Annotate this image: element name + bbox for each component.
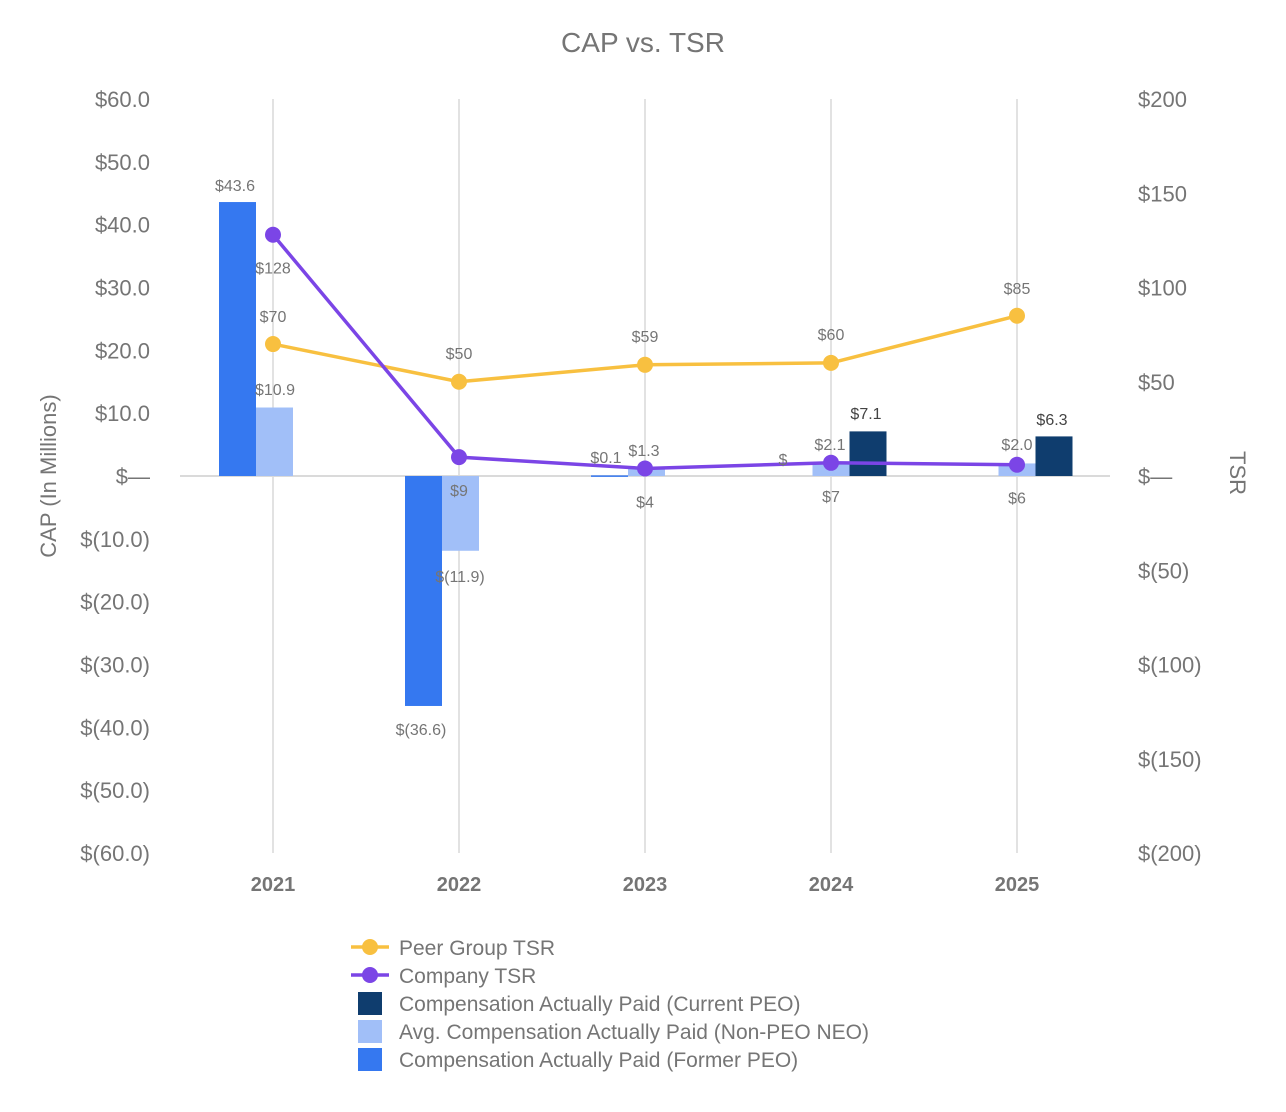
y-tick-label: $(50.0) bbox=[80, 778, 150, 803]
legend-item-4: Compensation Actually Paid (Former PEO) bbox=[358, 1048, 798, 1072]
peer-group-tsr-point-2022 bbox=[451, 373, 467, 390]
bar-label-former-2021: $43.6 bbox=[215, 178, 255, 195]
peer-group-tsr-point-2021 bbox=[265, 336, 281, 353]
peer-group-tsr-label-2023: $59 bbox=[632, 329, 659, 346]
x-tick-label-2025: 2025 bbox=[995, 874, 1040, 896]
bar-label-former-2024: $ bbox=[779, 452, 788, 469]
legend-label: Avg. Compensation Actually Paid (Non-PEO… bbox=[399, 1021, 869, 1044]
line-layer bbox=[265, 226, 1025, 477]
legend-label: Company TSR bbox=[399, 965, 536, 988]
y-tick-label: $40.0 bbox=[95, 213, 150, 238]
peer-group-tsr-label-2022: $50 bbox=[446, 346, 473, 363]
y-tick-label: $(10.0) bbox=[80, 527, 150, 552]
bar-non-peo-neo-2022 bbox=[442, 476, 479, 551]
x-tick-label-2022: 2022 bbox=[437, 874, 482, 896]
peer-group-tsr-label-2025: $85 bbox=[1004, 281, 1031, 298]
y-tick-label: $60.0 bbox=[95, 87, 150, 112]
company-tsr-label-2025: $6 bbox=[1008, 491, 1026, 508]
legend-swatch-box bbox=[358, 1048, 382, 1071]
peer-group-tsr-label-2024: $60 bbox=[818, 327, 845, 344]
bar-non-peo-neo-2021 bbox=[256, 407, 293, 476]
bar-current-peo-2025 bbox=[1035, 436, 1073, 476]
bar-former-peo-2021 bbox=[219, 202, 256, 476]
peer-group-tsr-point-2023 bbox=[637, 356, 653, 373]
legend-label: Compensation Actually Paid (Current PEO) bbox=[399, 993, 801, 1016]
bar-former-peo-2023 bbox=[591, 475, 628, 477]
bar-label-nonpeo-2022: $(11.9) bbox=[435, 569, 485, 586]
company-tsr-point-2021 bbox=[265, 226, 281, 243]
y-tick-label: $10.0 bbox=[95, 401, 150, 426]
bar-label-nonpeo-2023: $1.3 bbox=[628, 443, 659, 460]
bar-label-former-2023: $0.1 bbox=[590, 450, 621, 467]
bar-layer bbox=[219, 202, 1073, 706]
y2-tick-label: $(50) bbox=[1138, 558, 1189, 583]
y2-tick-label: $— bbox=[1138, 464, 1172, 489]
bar-label-current-2024: $7.1 bbox=[850, 406, 881, 423]
bar-label-nonpeo-2025: $2.0 bbox=[1001, 437, 1032, 454]
bar-current-peo-2024 bbox=[849, 431, 887, 476]
company-tsr-point-2025 bbox=[1009, 456, 1025, 473]
legend-label: Compensation Actually Paid (Former PEO) bbox=[399, 1049, 798, 1072]
legend-item-0: Peer Group TSR bbox=[351, 937, 555, 960]
y2-tick-label: $100 bbox=[1138, 276, 1187, 301]
company-tsr-point-2022 bbox=[451, 449, 467, 466]
y2-tick-label: $200 bbox=[1138, 87, 1187, 112]
y2-axis-title: TSR bbox=[1225, 451, 1250, 495]
y-tick-label: $(20.0) bbox=[80, 590, 150, 615]
y2-tick-label: $(100) bbox=[1138, 653, 1202, 678]
company-tsr-point-2023 bbox=[637, 460, 653, 477]
peer-group-tsr-point-2024 bbox=[823, 354, 839, 371]
legend-swatch-marker bbox=[362, 939, 378, 955]
y2-tick-label: $(150) bbox=[1138, 747, 1202, 772]
legend-item-2: Compensation Actually Paid (Current PEO) bbox=[358, 992, 801, 1016]
legend-swatch-marker bbox=[362, 967, 378, 983]
company-tsr-point-2024 bbox=[823, 454, 839, 471]
y-tick-label: $50.0 bbox=[95, 150, 150, 175]
legend-item-1: Company TSR bbox=[351, 965, 536, 988]
bar-label-nonpeo-2024: $2.1 bbox=[814, 437, 845, 454]
company-tsr-label-2024: $7 bbox=[822, 489, 840, 506]
y-tick-label: $— bbox=[116, 464, 150, 489]
axis-layer: $60.0 $50.0 $40.0 $30.0 $20.0 $10.0 $— $(10.0) $… bbox=[36, 87, 1250, 896]
label-layer: $43.6 $(36.6) $0.1 $ $10.9 $(11.9) $1.3 $2.1 $2.… bbox=[215, 178, 1068, 739]
company-tsr-label-2021: $128 bbox=[255, 261, 291, 278]
legend-swatch-box bbox=[358, 992, 382, 1015]
peer-group-tsr-point-2025 bbox=[1009, 307, 1025, 324]
y2-tick-label: $50 bbox=[1138, 370, 1175, 395]
bar-label-current-2025: $6.3 bbox=[1036, 412, 1067, 429]
chart-title: CAP vs. TSR bbox=[561, 27, 725, 58]
y-tick-label: $(60.0) bbox=[80, 841, 150, 866]
bar-label-nonpeo-2021: $10.9 bbox=[255, 382, 295, 399]
bar-label-former-2022: $(36.6) bbox=[396, 722, 447, 739]
peer-group-tsr-label-2021: $70 bbox=[260, 309, 287, 326]
y-tick-label: $30.0 bbox=[95, 276, 150, 301]
company-tsr-label-2023: $4 bbox=[636, 494, 654, 511]
x-tick-label-2021: 2021 bbox=[251, 874, 296, 896]
y2-tick-label: $150 bbox=[1138, 181, 1187, 206]
x-tick-label-2023: 2023 bbox=[623, 874, 668, 896]
company-tsr-label-2022: $9 bbox=[450, 483, 468, 500]
legend-item-3: Avg. Compensation Actually Paid (Non-PEO… bbox=[358, 1020, 869, 1044]
bar-former-peo-2022 bbox=[405, 476, 442, 706]
y-axis-title: CAP (In Millions) bbox=[36, 394, 61, 557]
y-tick-label: $20.0 bbox=[95, 338, 150, 363]
y-tick-label: $(30.0) bbox=[80, 653, 150, 678]
x-tick-label-2024: 2024 bbox=[809, 874, 854, 896]
y2-tick-label: $(200) bbox=[1138, 841, 1202, 866]
y-tick-label: $(40.0) bbox=[80, 715, 150, 740]
legend: Peer Group TSR Company TSR Compensation Ac… bbox=[351, 937, 869, 1072]
legend-label: Peer Group TSR bbox=[399, 937, 555, 960]
legend-swatch-box bbox=[358, 1020, 382, 1043]
